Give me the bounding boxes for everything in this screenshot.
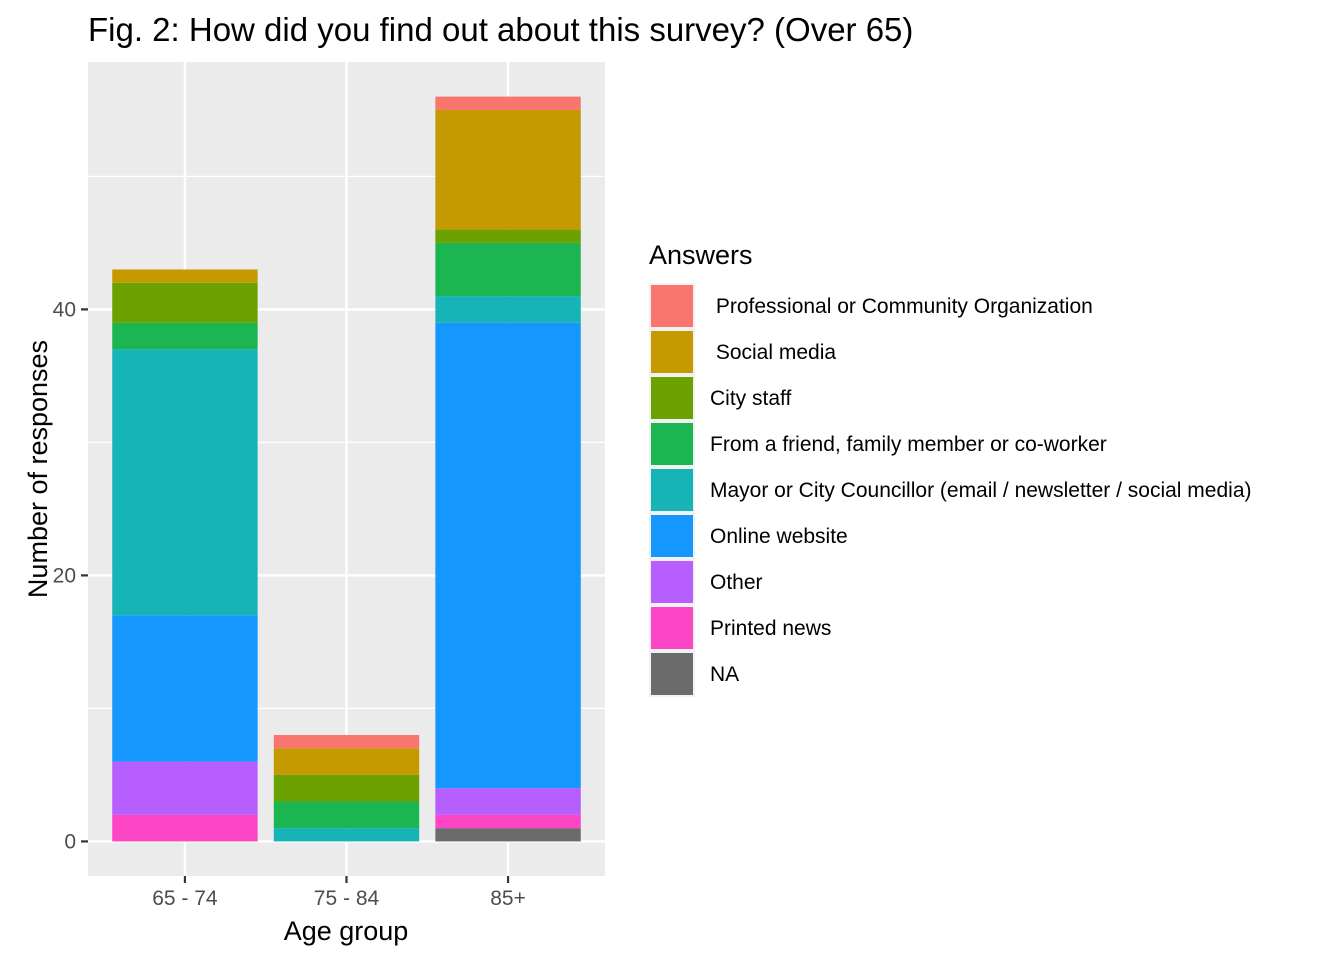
bars <box>112 96 581 842</box>
legend-label: NA <box>710 663 739 686</box>
bar-segment <box>435 296 581 323</box>
bar-segment <box>435 109 581 230</box>
bar-segment <box>112 322 258 350</box>
bar-segment <box>273 774 420 802</box>
bar-segment <box>273 748 420 775</box>
bar-segment <box>435 828 581 842</box>
legend-label: City staff <box>710 387 791 410</box>
legend-key <box>651 377 693 419</box>
bar-segment <box>435 229 581 243</box>
legend-label: Online website <box>710 525 848 548</box>
legend-key <box>651 515 693 557</box>
bar-segment <box>112 269 258 283</box>
x-tick-label: 65 - 74 <box>152 887 218 910</box>
legend-label: Social media <box>710 341 836 364</box>
legend-label: Professional or Community Organization <box>710 295 1093 318</box>
y-tick-label: 40 <box>53 298 76 321</box>
bar-segment <box>112 814 258 842</box>
legend-key <box>651 285 693 327</box>
bar-segment <box>112 282 258 323</box>
bar-segment <box>435 322 581 789</box>
legend: Answers Professional or Community Organi… <box>649 240 1252 697</box>
bar-segment <box>273 735 420 749</box>
x-axis-title: Age group <box>284 916 409 946</box>
bar-segment <box>112 761 258 815</box>
legend-key <box>651 607 693 649</box>
bar-segment <box>435 788 581 815</box>
y-axis-title: Number of responses <box>23 340 53 598</box>
legend-title: Answers <box>649 240 753 270</box>
legend-label: Other <box>710 571 763 594</box>
legend-label: Printed news <box>710 617 831 640</box>
bar-segment <box>112 349 258 616</box>
legend-label: From a friend, family member or co-worke… <box>710 433 1107 456</box>
legend-key <box>651 331 693 373</box>
y-tick-label: 0 <box>64 830 76 853</box>
legend-key <box>651 469 693 511</box>
x-tick-label: 85+ <box>490 887 526 910</box>
bar-segment <box>435 814 581 829</box>
legend-key <box>651 561 693 603</box>
bar-segment <box>112 615 258 762</box>
bar-segment <box>435 96 581 110</box>
bar-segment <box>273 801 420 829</box>
bar-segment <box>435 242 581 297</box>
y-tick-label: 20 <box>53 564 76 587</box>
legend-key <box>651 653 693 695</box>
legend-key <box>651 423 693 465</box>
axes: 0 20 40 65 - 74 75 - 84 85+ <box>53 298 526 910</box>
chart-title: Fig. 2: How did you find out about this … <box>88 11 913 48</box>
legend-label: Mayor or City Councillor (email / newsle… <box>710 479 1252 502</box>
bar-segment <box>273 828 420 842</box>
x-tick-label: 75 - 84 <box>314 887 380 910</box>
